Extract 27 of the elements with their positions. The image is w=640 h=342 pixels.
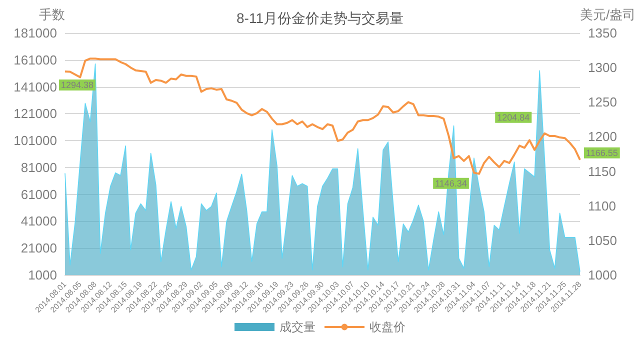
y2-axis-title: 美元/盎司	[580, 7, 636, 22]
y2-tick-label: 1000	[588, 268, 617, 282]
legend-label: 收盘价	[370, 320, 406, 334]
y-tick-label: 41000	[20, 214, 57, 229]
y2-tick-label: 1150	[588, 164, 616, 179]
y2-tick-label: 1050	[588, 232, 617, 248]
legend-label: 成交量	[280, 320, 316, 334]
y-tick-label: 141000	[14, 79, 57, 94]
data-label: 1204.84	[497, 112, 530, 122]
y-tick-label: 81000	[20, 160, 57, 175]
y2-tick-label: 1200	[588, 129, 617, 144]
y2-tick-label: 1100	[588, 198, 616, 214]
data-label: 1294.38	[61, 80, 94, 90]
y2-tick-label: 1300	[588, 60, 617, 76]
y-axis-title: 手数	[39, 7, 65, 22]
y-tick-label: 21000	[20, 240, 57, 256]
y-tick-label: 61000	[20, 186, 57, 202]
y2-tick-label: 1250	[588, 94, 617, 110]
y-tick-label: 1000	[28, 268, 57, 282]
y-tick-label: 181000	[14, 26, 57, 40]
data-label: 1146.34	[435, 178, 467, 188]
data-label: 1166.55	[586, 148, 618, 158]
chart-title: 8-11月份金价走势与交易量	[236, 10, 404, 26]
y-tick-label: 121000	[14, 106, 57, 122]
y-tick-label: 161000	[14, 52, 57, 68]
y2-tick-label: 1350	[588, 26, 617, 40]
y-tick-label: 101000	[14, 133, 57, 148]
